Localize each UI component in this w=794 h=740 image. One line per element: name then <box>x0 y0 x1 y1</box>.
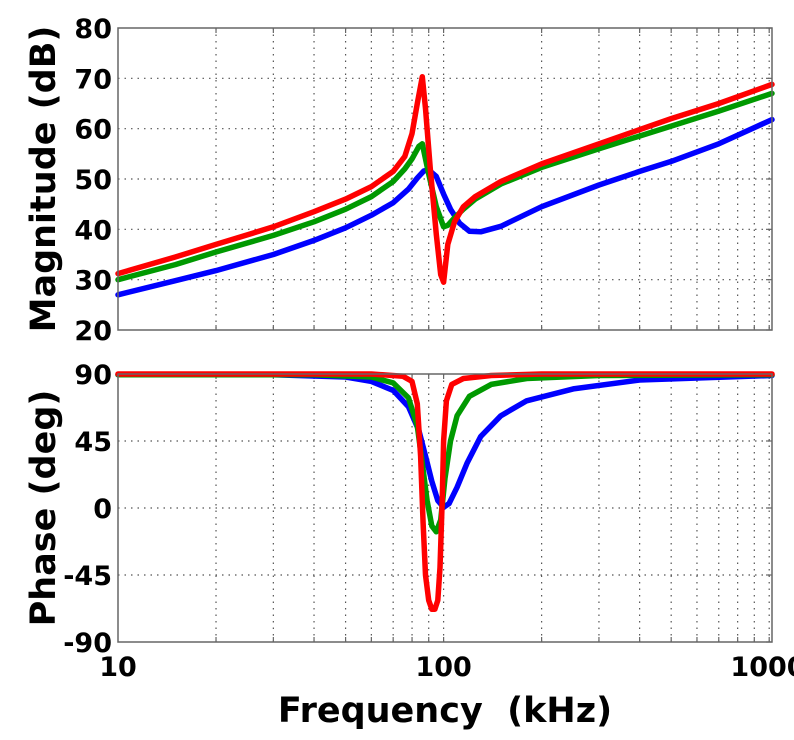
magnitude-y-tick-label: 30 <box>74 266 112 297</box>
magnitude-y-axis-title: Magnitude (dB) <box>24 26 64 333</box>
phase-y-tick-label: -45 <box>63 561 112 592</box>
magnitude-series-red <box>115 74 775 285</box>
magnitude-y-tick-label: 80 <box>74 14 112 45</box>
magnitude-series-blue <box>115 116 775 298</box>
phase-series-green <box>115 371 775 535</box>
magnitude-y-tick-label: 70 <box>74 64 112 95</box>
phase-y-axis-title: Phase (deg) <box>24 390 64 627</box>
magnitude-grid <box>118 27 772 331</box>
x-tick-label: 100 <box>415 652 471 683</box>
magnitude-axes-frame <box>117 27 773 331</box>
phase-y-tick-label: -90 <box>63 628 112 659</box>
phase-y-tick-labels: -90 -45 0 45 90 <box>63 360 112 659</box>
magnitude-y-tick-label: 60 <box>74 115 112 146</box>
magnitude-series <box>115 74 775 298</box>
x-tick-labels: 10 100 1000 <box>99 652 794 683</box>
x-tick-label: 1000 <box>730 652 794 683</box>
phase-axes-frame <box>117 373 773 643</box>
magnitude-y-tick-label: 40 <box>74 215 112 246</box>
phase-series <box>115 371 775 612</box>
magnitude-y-tick-label: 50 <box>74 165 112 196</box>
phase-y-tick-label: 45 <box>74 427 112 458</box>
phase-series-red <box>115 371 775 612</box>
x-tick-label: 10 <box>99 652 137 683</box>
magnitude-y-tick-label: 20 <box>74 316 112 347</box>
phase-y-tick-label: 0 <box>93 494 112 525</box>
phase-y-tick-label: 90 <box>74 360 112 391</box>
magnitude-panel: 20 30 40 50 60 70 80 Magnitude (dB) <box>24 14 775 347</box>
x-axis-title: Frequency (kHz) <box>278 691 612 731</box>
phase-panel: -90 -45 0 45 90 10 100 1000 Phase (deg) Freque… <box>24 360 794 731</box>
magnitude-y-tick-labels: 20 30 40 50 60 70 80 <box>74 14 112 347</box>
